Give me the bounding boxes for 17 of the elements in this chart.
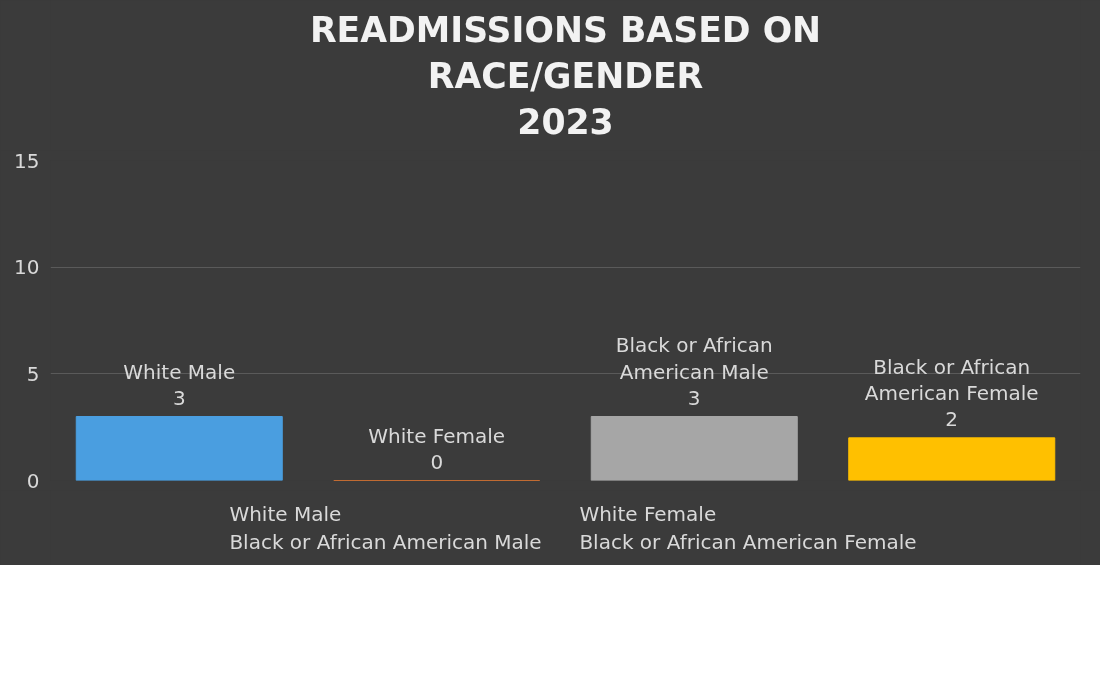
- data-label: 3: [172, 386, 186, 411]
- text: Black or African American Male: [229, 529, 542, 554]
- y-tick-label: 10: [14, 255, 40, 280]
- y-tick-label: 0: [26, 468, 40, 493]
- y-tick-label: 5: [26, 361, 40, 386]
- series-label: Black or African American Female: [864, 354, 1039, 406]
- series-label: Black or African American Male: [615, 333, 773, 384]
- y-tick-label: 15: [14, 148, 40, 173]
- chart-title: READMISSIONS BASED ON RACE/GENDER 2023: [309, 9, 822, 142]
- data-label: 2: [945, 407, 959, 432]
- text: Black or African American Female: [579, 529, 917, 554]
- text: White Male: [123, 359, 236, 384]
- data-label: 0: [430, 450, 444, 475]
- series-label: White Male: [229, 501, 343, 526]
- series-label: White Female: [368, 423, 506, 448]
- text: White Female: [579, 501, 717, 526]
- data-label: 3: [687, 386, 701, 411]
